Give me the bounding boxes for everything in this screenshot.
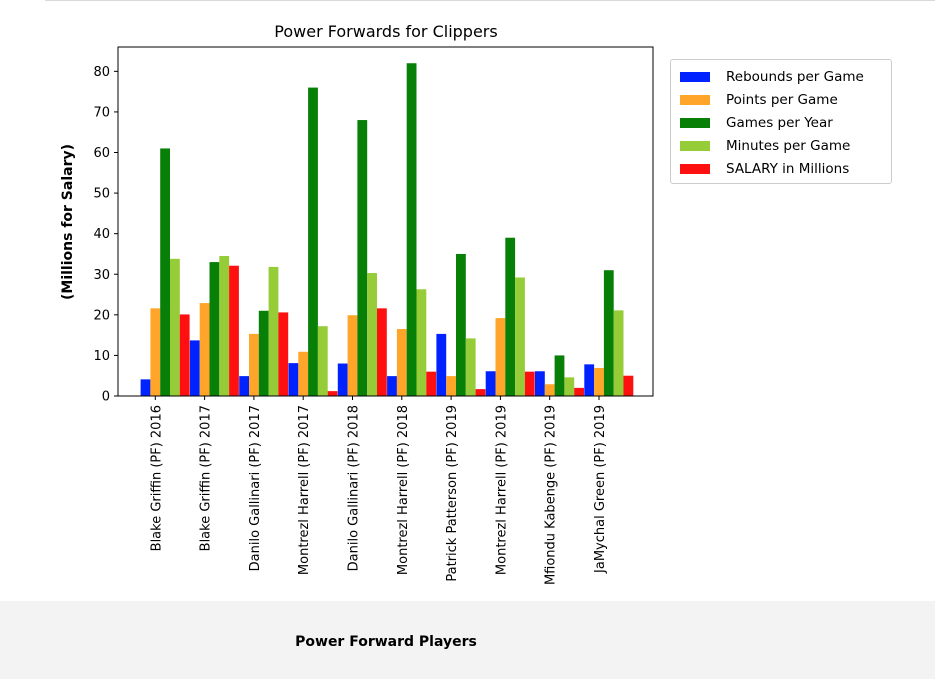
- bar-games-per-year-3: [308, 87, 318, 396]
- bar-rebounds-per-game-2: [239, 376, 249, 396]
- bar-rebounds-per-game-9: [584, 364, 595, 396]
- bar-minutes-per-game-9: [613, 310, 624, 396]
- y-tick-label: 30: [93, 268, 110, 283]
- bar-points-per-game-9: [594, 368, 604, 396]
- bar-salary-in-millions-5: [426, 371, 437, 396]
- bar-points-per-game-7: [495, 318, 506, 396]
- bar-rebounds-per-game-8: [535, 371, 545, 396]
- x-tick-label: Montrezl Harrell (PF) 2019: [494, 405, 509, 575]
- bar-games-per-year-7: [505, 237, 516, 396]
- bar-minutes-per-game-6: [465, 338, 476, 396]
- legend-item: Points per Game: [680, 88, 891, 111]
- y-tick-label: 40: [93, 227, 110, 242]
- bar-games-per-year-1: [209, 262, 220, 396]
- legend-swatch: [680, 140, 710, 151]
- bar-games-per-year-8: [554, 355, 565, 396]
- bar-games-per-year-2: [258, 310, 269, 396]
- bar-games-per-year-4: [357, 120, 368, 397]
- legend-swatch: [680, 94, 710, 105]
- legend-item: SALARY in Millions: [680, 157, 891, 180]
- bar-points-per-game-1: [199, 303, 210, 396]
- bar-games-per-year-9: [603, 270, 614, 396]
- bar-salary-in-millions-9: [623, 375, 634, 396]
- output-footer-band: [0, 601, 935, 679]
- x-tick-label: Montrezl Harrell (PF) 2018: [396, 405, 411, 575]
- chart-title: Power Forwards for Clippers: [274, 22, 497, 41]
- y-axis-label: (Millions for Salary): [60, 144, 76, 300]
- bar-salary-in-millions-3: [327, 391, 338, 396]
- plot-frame: [117, 46, 654, 397]
- top-divider: [45, 0, 935, 1]
- y-tick-label: 70: [93, 105, 110, 120]
- y-tick-label: 10: [93, 349, 110, 364]
- bar-points-per-game-4: [347, 315, 358, 396]
- y-tick-label: 0: [102, 390, 110, 405]
- bar-rebounds-per-game-6: [436, 333, 447, 396]
- bar-salary-in-millions-1: [229, 265, 239, 396]
- bar-rebounds-per-game-1: [189, 340, 200, 396]
- x-tick-label: Mfiondu Kabenge (PF) 2019: [544, 405, 559, 585]
- legend-label: SALARY in Millions: [726, 160, 850, 177]
- legend-label: Points per Game: [726, 91, 838, 108]
- bar-minutes-per-game-8: [564, 377, 575, 396]
- bar-points-per-game-5: [396, 329, 407, 396]
- x-axis: Blake Griffin (PF) 2016 Blake Griffin (PF…: [149, 396, 608, 585]
- legend-item: Minutes per Game: [680, 134, 891, 157]
- y-tick-label: 20: [93, 308, 110, 323]
- legend-swatch: [680, 163, 710, 174]
- bar-points-per-game-3: [298, 351, 309, 396]
- bar-points-per-game-6: [446, 376, 456, 396]
- bar-minutes-per-game-2: [268, 266, 279, 396]
- bar-points-per-game-2: [249, 333, 259, 396]
- y-tick-label: 80: [93, 65, 110, 80]
- bar-points-per-game-8: [544, 384, 555, 396]
- bar-rebounds-per-game-4: [337, 363, 348, 396]
- bar-games-per-year-5: [406, 63, 417, 396]
- bar-salary-in-millions-8: [574, 387, 584, 396]
- x-tick-label: Danilo Gallinari (PF) 2017: [248, 405, 263, 571]
- bar-salary-in-millions-7: [524, 371, 535, 396]
- bar-salary-in-millions-2: [278, 312, 289, 396]
- bar-points-per-game-0: [150, 308, 161, 396]
- y-axis: 0 10 20 30 40 50 60 70 80: [93, 65, 118, 405]
- y-tick-label: 60: [93, 146, 110, 161]
- x-axis-label: Power Forward Players: [295, 634, 477, 650]
- bar-rebounds-per-game-3: [288, 363, 299, 396]
- bar-salary-in-millions-0: [179, 314, 190, 396]
- bar-minutes-per-game-5: [416, 289, 427, 396]
- x-tick-label: Blake Griffin (PF) 2017: [199, 405, 214, 551]
- bar-rebounds-per-game-7: [485, 371, 496, 396]
- bar-minutes-per-game-4: [367, 273, 377, 396]
- bar-minutes-per-game-1: [219, 255, 230, 396]
- bar-games-per-year-6: [456, 253, 466, 396]
- bar-minutes-per-game-3: [317, 326, 328, 396]
- x-tick-label: Patrick Patterson (PF) 2019: [445, 405, 460, 582]
- y-tick-label: 50: [93, 187, 110, 202]
- bar-salary-in-millions-6: [475, 389, 486, 396]
- legend-swatch: [680, 117, 710, 128]
- chart-legend: Rebounds per Game Points per Game Games pe…: [670, 59, 892, 184]
- bar-games-per-year-0: [160, 148, 170, 396]
- legend-swatch: [680, 71, 710, 82]
- legend-label: Games per Year: [726, 114, 833, 131]
- x-tick-label: Montrezl Harrell (PF) 2017: [297, 405, 312, 575]
- bar-minutes-per-game-7: [515, 277, 525, 396]
- bar-minutes-per-game-0: [170, 258, 180, 396]
- legend-item: Rebounds per Game: [680, 65, 891, 88]
- legend-label: Minutes per Game: [726, 137, 851, 154]
- x-tick-label: Blake Griffin (PF) 2016: [149, 405, 164, 551]
- bar-rebounds-per-game-5: [387, 376, 397, 396]
- x-tick-label: Danilo Gallinari (PF) 2018: [347, 405, 362, 571]
- legend-item: Games per Year: [680, 111, 891, 134]
- bar-rebounds-per-game-0: [140, 379, 151, 396]
- bar-salary-in-millions-4: [377, 308, 387, 396]
- legend-label: Rebounds per Game: [726, 68, 864, 85]
- x-tick-label: JaMychal Green (PF) 2019: [593, 405, 608, 574]
- bar-layer: [140, 63, 634, 397]
